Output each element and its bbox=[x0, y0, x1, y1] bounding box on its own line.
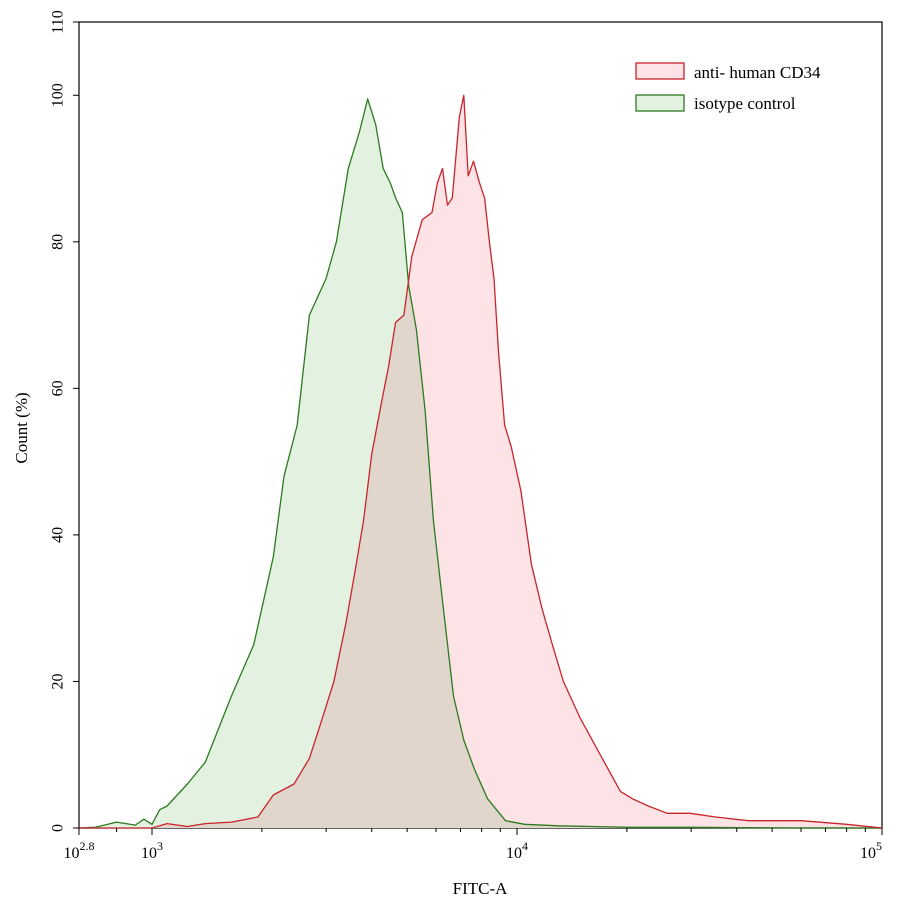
legend-swatch-isotype bbox=[635, 94, 685, 112]
x-tick-label: 105 bbox=[860, 839, 882, 862]
y-tick-label: 40 bbox=[50, 527, 67, 543]
y-tick-label: 60 bbox=[50, 380, 67, 396]
series-fill-cd34 bbox=[79, 95, 882, 829]
legend-swatch-cd34 bbox=[635, 62, 685, 80]
y-tick-label: 100 bbox=[50, 83, 67, 107]
y-tick-label: 0 bbox=[50, 824, 67, 832]
legend-label-isotype: isotype control bbox=[694, 94, 796, 113]
y-tick-label: 20 bbox=[50, 673, 67, 689]
y-axis-title: Count (%) bbox=[12, 392, 31, 463]
series-fill-isotype bbox=[79, 98, 882, 828]
x-tick-label: 102.8 bbox=[64, 839, 95, 862]
x-tick-label: 104 bbox=[506, 839, 528, 862]
series-line-cd34 bbox=[79, 94, 883, 829]
x-tick-label: 103 bbox=[141, 839, 163, 862]
plot-area: 0 20 40 60 80 100 110 102.8 103 104 105 bbox=[50, 10, 883, 862]
legend: anti- human CD34 isotype control bbox=[635, 62, 821, 113]
y-tick-label: 80 bbox=[50, 234, 67, 250]
x-axis-title: FITC-A bbox=[453, 879, 509, 898]
legend-label-cd34: anti- human CD34 bbox=[694, 63, 821, 82]
y-tick-label: 110 bbox=[50, 10, 67, 33]
series-line-isotype bbox=[78, 98, 882, 829]
